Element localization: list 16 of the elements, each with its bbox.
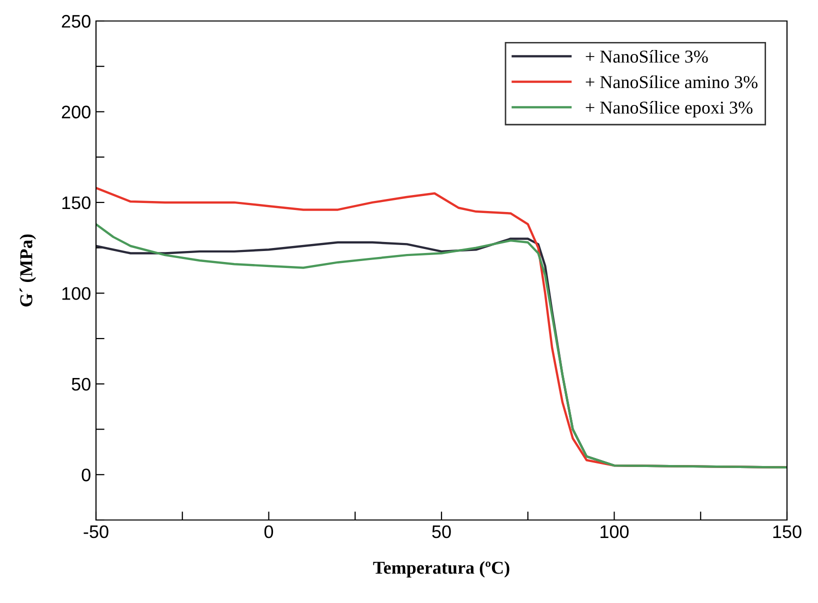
y-tick-label: 250 xyxy=(62,14,90,28)
y-tick-label: 100 xyxy=(62,287,90,300)
y-tick-label: 0 xyxy=(82,468,90,482)
y-tick-label: 50 xyxy=(72,378,90,391)
y-axis-title: G´ (MPa) xyxy=(20,234,36,306)
x-axis-title: Temperatura (ºC) xyxy=(373,561,510,578)
legend-label: + NanoSílice epoxi 3% xyxy=(586,100,752,118)
legend-label: + NanoSílice 3% xyxy=(586,50,708,63)
y-tick-label: 150 xyxy=(62,196,90,210)
legend-label: + NanoSílice amino 3% xyxy=(586,75,758,88)
x-tick-label: 100 xyxy=(600,525,629,538)
x-tick-label: 0 xyxy=(264,525,274,538)
x-tick-label: 50 xyxy=(432,525,451,538)
y-tick-label: 200 xyxy=(62,106,90,118)
x-tick-label: 150 xyxy=(773,525,802,538)
x-tick-label: -50 xyxy=(84,525,108,538)
